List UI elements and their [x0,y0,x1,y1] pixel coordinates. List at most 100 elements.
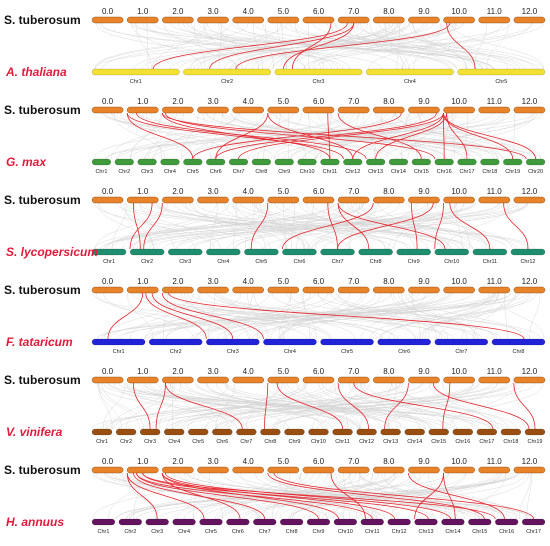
species-chromosome-label: Chr7 [332,259,344,265]
reference-chromosome [268,287,299,293]
reference-tick-label: 9.0 [418,277,430,286]
species-chromosome [378,339,431,345]
reference-chromosome [268,197,299,203]
species-chromosome-label: Chr15 [414,169,429,175]
reference-chromosome [268,377,299,383]
species-chromosome [168,249,202,255]
compared-species-label: H. annuus [6,515,64,529]
species-chromosome [200,519,223,525]
reference-tick-label: 8.0 [383,367,395,376]
species-chromosome-label: Chr5 [205,529,217,535]
species-chromosome [138,159,157,165]
compared-species-label: A. thaliana [5,65,67,79]
species-chromosome [477,429,497,435]
species-chromosome-label: Chr5 [187,169,199,175]
species-chromosome-label: Chr4 [168,439,180,445]
reference-chromosome [303,17,334,23]
reference-tick-label: 3.0 [207,457,219,466]
species-chromosome [183,69,270,75]
reference-chromosome [444,377,475,383]
reference-chromosome [444,107,475,113]
species-chromosome [435,339,488,345]
species-chromosome-label: Chr6 [398,349,410,355]
reference-species-label: S. tuberosum [4,193,81,207]
species-chromosome [206,249,240,255]
background-links [93,293,544,339]
species-chromosome [511,249,545,255]
species-chromosome [252,159,271,165]
reference-tick-label: 1.0 [137,7,149,16]
reference-chromosome [479,467,510,473]
reference-tick-label: 12.0 [522,187,538,196]
species-chromosome-label: Chr2 [221,79,233,85]
species-chromosome [366,69,453,75]
reference-tick-label: 11.0 [487,97,503,106]
background-link [380,293,529,339]
reference-chromosome [268,17,299,23]
species-chromosome [412,159,431,165]
reference-chromosome [233,107,264,113]
reference-tick-label: 12.0 [522,367,538,376]
species-chromosome-label: Chr12 [392,529,407,535]
species-chromosome [206,339,259,345]
background-link [96,23,238,69]
reference-chromosome [408,377,439,383]
species-chromosome [357,429,377,435]
reference-chromosome [303,287,334,293]
species-chromosome-label: Chr10 [300,169,315,175]
species-chromosome-label: Chr7 [240,439,252,445]
background-link [495,293,544,339]
species-chromosome [388,519,411,525]
species-chromosome-label: Chr2 [124,529,136,535]
reference-chromosome [303,377,334,383]
reference-chromosome [127,17,158,23]
reference-chromosome [373,377,404,383]
species-chromosome [308,429,328,435]
reference-chromosome [127,287,158,293]
reference-tick-label: 5.0 [278,367,290,376]
reference-tick-label: 8.0 [383,277,395,286]
species-chromosome-label: Chr9 [288,439,300,445]
species-chromosome-label: Chr17 [479,439,494,445]
species-chromosome-label: Chr16 [499,529,514,535]
species-chromosome [361,519,384,525]
reference-tick-label: 0.0 [102,187,114,196]
reference-tick-label: 4.0 [243,187,255,196]
reference-tick-label: 5.0 [278,277,290,286]
species-chromosome [263,339,316,345]
reference-tick-label: 10.0 [451,97,467,106]
species-chromosome [458,69,545,75]
reference-species-label: S. tuberosum [4,283,81,297]
reference-chromosome [162,197,193,203]
reference-tick-label: 6.0 [313,97,325,106]
background-link [95,203,334,249]
species-chromosome-label: Chr19 [527,439,542,445]
species-chromosome [115,159,134,165]
species-chromosome-label: Chr12 [520,259,535,265]
reference-tick-label: 9.0 [418,187,430,196]
species-chromosome [244,249,278,255]
reference-tick-label: 10.0 [451,7,467,16]
reference-tick-label: 6.0 [313,187,325,196]
reference-tick-label: 6.0 [313,367,325,376]
species-chromosome [253,519,276,525]
reference-tick-label: 7.0 [348,457,360,466]
species-chromosome-label: Chr20 [528,169,543,175]
species-chromosome-label: Chr4 [284,349,296,355]
species-chromosome [275,159,294,165]
reference-tick-label: 5.0 [278,7,290,16]
reference-chromosome [338,17,369,23]
reference-chromosome [444,467,475,473]
species-chromosome-label: Chr17 [460,169,475,175]
species-chromosome-label: Chr15 [472,529,487,535]
species-chromosome [92,429,112,435]
collinear-link [514,383,535,429]
species-chromosome-label: Chr1 [95,169,107,175]
reference-tick-label: 2.0 [172,367,184,376]
species-chromosome [282,249,316,255]
reference-tick-label: 7.0 [348,277,360,286]
reference-chromosome [303,467,334,473]
species-chromosome-label: Chr1 [113,349,125,355]
